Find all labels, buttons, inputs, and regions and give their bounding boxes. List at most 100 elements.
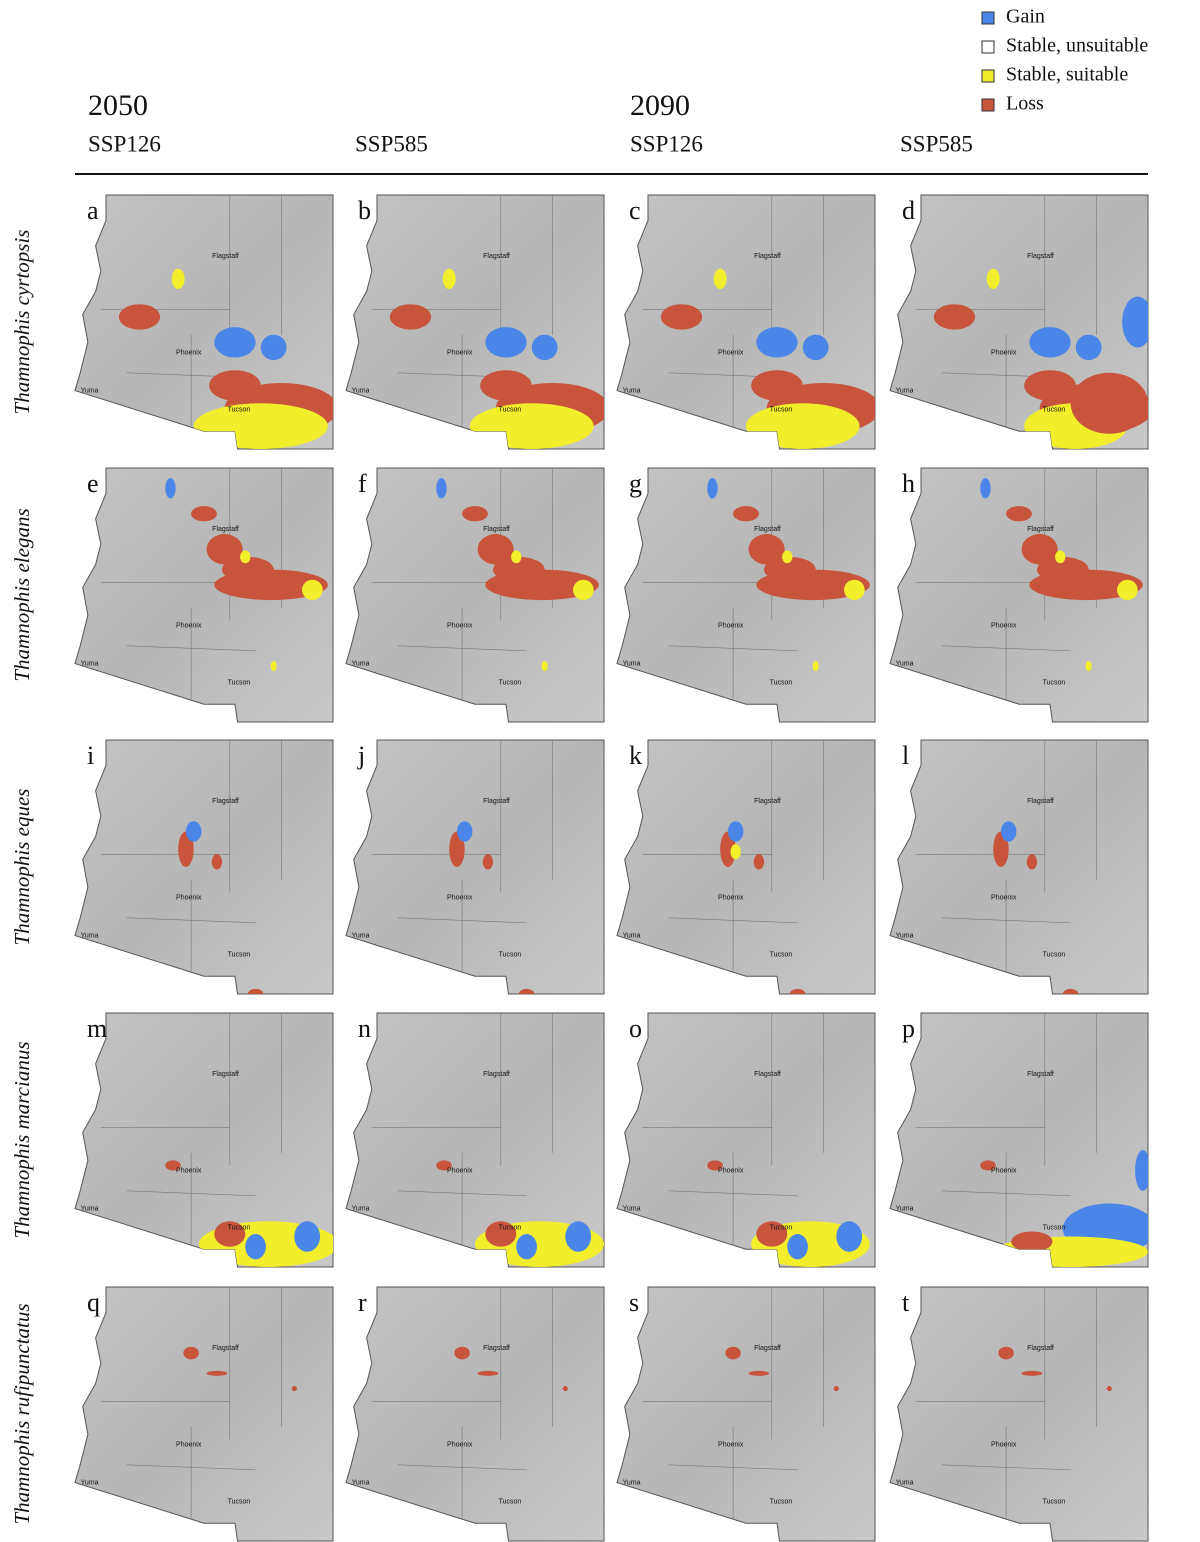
- map-panel: Flagstaff Phoenix Yuma Tucson g: [616, 467, 876, 723]
- city-label: Tucson: [1043, 951, 1066, 958]
- city-label: Flagstaff: [1027, 1345, 1054, 1352]
- state-outline: [616, 1012, 876, 1268]
- map-content: [371, 195, 604, 449]
- city-label: Phoenix: [447, 349, 473, 356]
- city-label: Phoenix: [447, 1441, 473, 1448]
- range-patch: [477, 1370, 499, 1376]
- range-patch: [118, 304, 161, 330]
- map-content: [100, 468, 328, 710]
- range-patch: [1037, 556, 1089, 583]
- city-label: Flagstaff: [754, 253, 781, 260]
- range-patch: [518, 988, 535, 994]
- map-panel: Flagstaff Phoenix Yuma Tucson m: [74, 1012, 334, 1268]
- range-patch: [720, 831, 736, 867]
- range-patch: [245, 1233, 266, 1260]
- range-patch: [171, 268, 185, 289]
- year-heading: 2050: [88, 89, 148, 122]
- state-outline: [345, 1286, 605, 1542]
- species-label: Thamnophis eques: [10, 789, 34, 946]
- state-outline: [616, 739, 876, 995]
- city-label: Phoenix: [176, 622, 202, 629]
- range-patch: [456, 821, 473, 842]
- city-label: Tucson: [499, 406, 522, 413]
- range-patch: [562, 1386, 568, 1392]
- legend-swatch: [981, 11, 995, 25]
- range-patch: [756, 1221, 788, 1247]
- map-content: [642, 468, 870, 710]
- city-label: Tucson: [499, 679, 522, 686]
- city-label: Phoenix: [176, 894, 202, 901]
- map-panel: Flagstaff Phoenix Yuma Tucson n: [345, 1012, 605, 1268]
- range-patch: [294, 1221, 321, 1252]
- city-label: Tucson: [1043, 406, 1066, 413]
- city-label: Phoenix: [176, 349, 202, 356]
- map-content: [371, 1013, 604, 1267]
- city-label: Yuma: [81, 387, 99, 394]
- city-label: Tucson: [228, 951, 251, 958]
- species-label: Thamnophis cyrtopsis: [10, 230, 34, 415]
- range-patch: [725, 1346, 741, 1360]
- range-patch: [980, 478, 991, 499]
- range-patch: [933, 304, 976, 330]
- range-patch: [707, 1160, 723, 1171]
- map-content: [371, 468, 599, 710]
- map-panel: Flagstaff Phoenix Yuma Tucson c: [616, 194, 876, 450]
- range-patch: [1026, 854, 1038, 870]
- range-patch: [270, 661, 277, 672]
- range-patch: [986, 268, 1000, 289]
- range-patch: [209, 370, 261, 401]
- range-patch: [565, 1221, 592, 1252]
- range-patch: [214, 327, 256, 358]
- range-patch: [1075, 334, 1102, 361]
- city-label: Yuma: [623, 932, 641, 939]
- city-label: Yuma: [896, 932, 914, 939]
- species-label: Thamnophis elegans: [10, 508, 34, 681]
- city-label: Flagstaff: [483, 253, 510, 260]
- range-patch: [787, 1233, 808, 1260]
- range-patch: [1006, 506, 1032, 522]
- range-patch: [833, 1386, 839, 1392]
- scenario-heading: SSP126: [630, 131, 703, 156]
- range-patch: [1062, 988, 1079, 994]
- city-label: Flagstaff: [483, 798, 510, 805]
- year-heading: 2090: [630, 89, 690, 122]
- city-label: Tucson: [770, 951, 793, 958]
- range-patch: [1021, 534, 1058, 565]
- state-outline: [74, 1012, 334, 1268]
- city-label: Flagstaff: [212, 253, 239, 260]
- city-label: Flagstaff: [754, 526, 781, 533]
- legend-swatch: [981, 69, 995, 83]
- city-label: Tucson: [770, 1224, 793, 1231]
- map-content: [100, 740, 282, 994]
- city-label: Flagstaff: [1027, 1071, 1054, 1078]
- panel-letter: s: [629, 1288, 639, 1317]
- range-patch: [573, 579, 594, 601]
- city-label: Flagstaff: [1027, 253, 1054, 260]
- range-patch: [789, 988, 806, 994]
- range-patch: [214, 1221, 246, 1247]
- map-content: [100, 1287, 297, 1529]
- city-label: Phoenix: [718, 349, 744, 356]
- scenario-heading: SSP585: [355, 131, 428, 156]
- map-panel: Flagstaff Phoenix Yuma Tucson d: [889, 194, 1149, 450]
- panel-letter: g: [629, 469, 642, 498]
- panel-letter: c: [629, 196, 641, 225]
- legend-swatch: [981, 98, 995, 112]
- range-patch: [389, 304, 432, 330]
- range-patch: [707, 478, 718, 499]
- city-label: Yuma: [896, 660, 914, 667]
- city-label: Tucson: [499, 1498, 522, 1505]
- city-label: Flagstaff: [754, 798, 781, 805]
- range-patch: [516, 1233, 537, 1260]
- range-patch: [436, 1160, 452, 1171]
- city-label: Yuma: [352, 932, 370, 939]
- state-outline: [345, 467, 605, 723]
- state-outline: [889, 1012, 1149, 1268]
- range-patch: [541, 661, 548, 672]
- map-panel: Flagstaff Phoenix Yuma Tucson q: [74, 1286, 334, 1542]
- range-patch: [193, 403, 328, 449]
- range-patch: [1106, 1386, 1112, 1392]
- city-label: Flagstaff: [212, 798, 239, 805]
- map-panel: Flagstaff Phoenix Yuma Tucson o: [616, 1012, 876, 1268]
- range-patch: [485, 327, 527, 358]
